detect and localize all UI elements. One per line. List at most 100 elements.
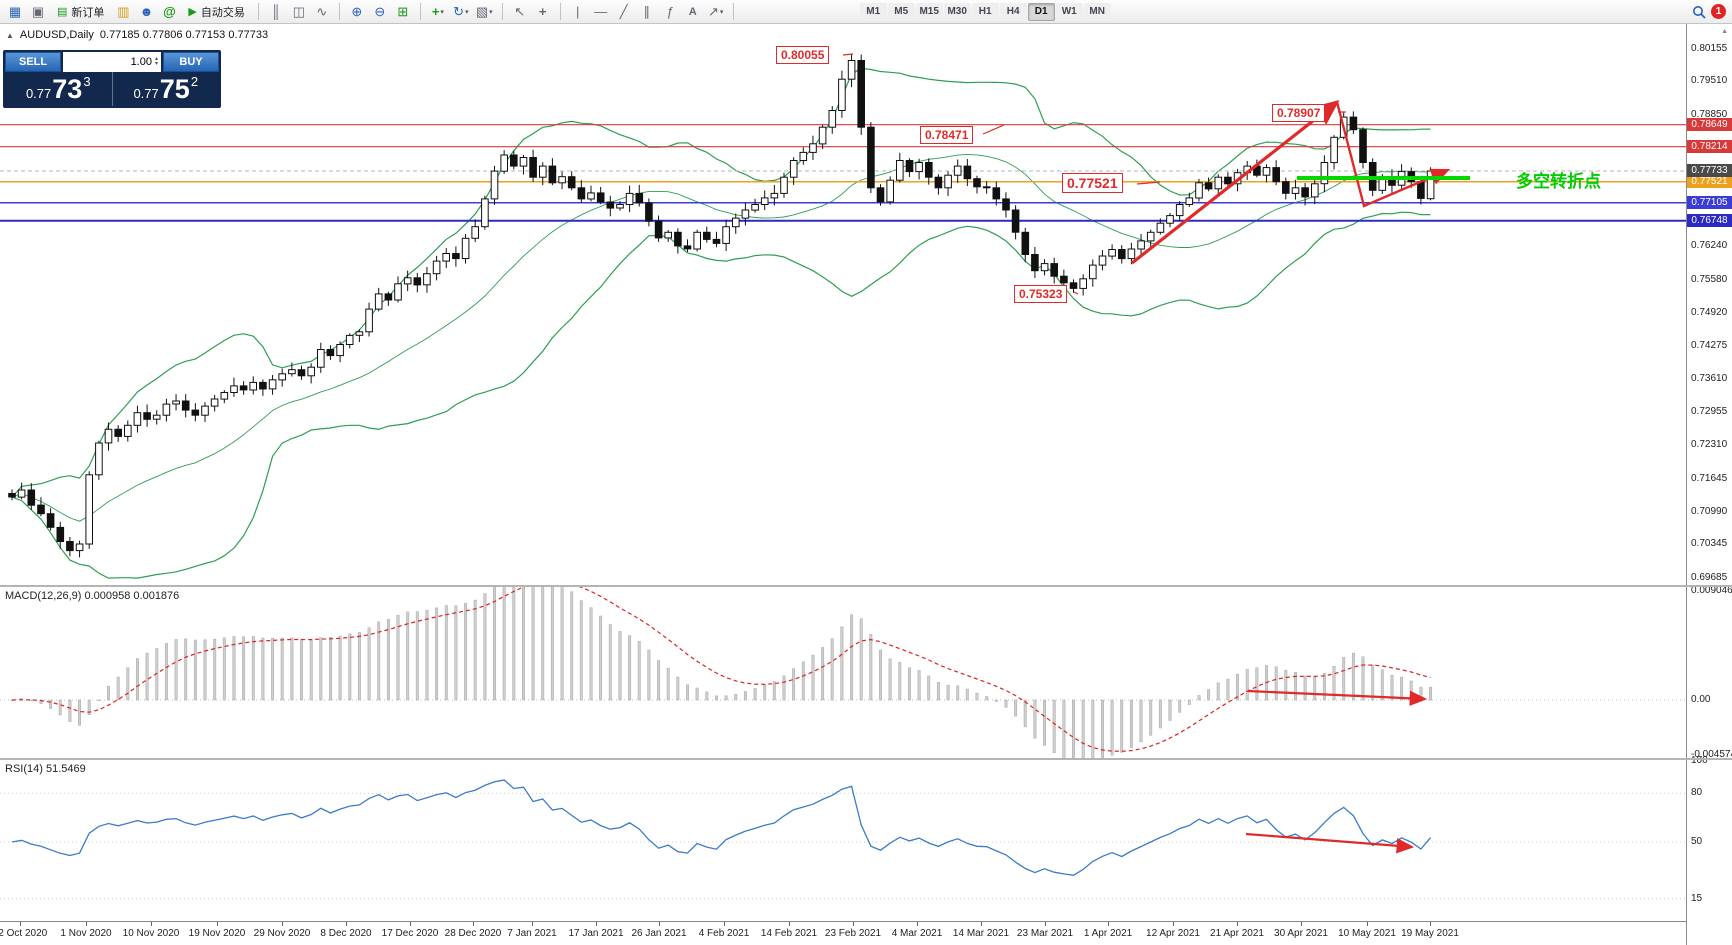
macd-histogram-bar <box>348 633 352 701</box>
pane-splitter[interactable] <box>0 585 1732 587</box>
fibonacci-tool-button[interactable]: ƒ <box>659 2 681 22</box>
macd-histogram-bar <box>29 699 33 701</box>
date-tick <box>981 922 982 926</box>
macd-histogram-bar <box>512 587 516 701</box>
bar-chart-button[interactable]: ║ <box>265 2 287 22</box>
candle <box>1166 215 1174 224</box>
timeframe-h1[interactable]: H1 <box>971 2 999 21</box>
candle <box>596 192 605 203</box>
date-label: 23 Mar 2021 <box>1016 928 1074 939</box>
candlestick-chart-button[interactable]: ◫ <box>288 2 310 22</box>
channel-tool-button[interactable]: ∥ <box>636 2 658 22</box>
candle <box>1089 264 1097 280</box>
date-tick <box>659 922 660 926</box>
buy-price-display[interactable]: 0.77 75 2 <box>111 72 220 106</box>
timeframe-h4[interactable]: H4 <box>999 2 1027 21</box>
text-tool-button[interactable]: A <box>682 2 704 22</box>
add-indicator-button[interactable]: + ▾ <box>427 2 449 22</box>
date-label: 14 Feb 2021 <box>760 928 818 939</box>
templates-button[interactable]: ↻ ▾ <box>450 2 472 22</box>
date-label: 10 May 2021 <box>1338 928 1396 939</box>
macd-trend-arrow[interactable] <box>1247 689 1428 706</box>
sell-price-display[interactable]: 0.77 73 3 <box>5 72 112 106</box>
tile-windows-button[interactable]: ⊞ <box>392 2 414 22</box>
macd-histogram-bar <box>985 696 989 701</box>
trend-arrow[interactable] <box>1335 101 1451 208</box>
macd-histogram-bar <box>164 643 168 701</box>
community-button[interactable]: @ <box>158 2 180 22</box>
date-label: 19 May 2021 <box>1401 928 1459 939</box>
timeframe-m1[interactable]: M1 <box>859 2 887 21</box>
macd-label: MACD(12,26,9) 0.000958 0.001876 <box>5 590 180 602</box>
scale-scroll-icon[interactable]: ▲ <box>1721 28 1728 35</box>
arrow-tool-button[interactable]: ↗ ▾ <box>705 2 727 22</box>
date-label: 1 Apr 2021 <box>1083 928 1133 939</box>
candle <box>268 379 277 390</box>
macd-histogram-bar <box>309 639 313 701</box>
macd-histogram-bar <box>522 587 525 701</box>
timeframe-m15[interactable]: M15 <box>915 2 943 21</box>
candle <box>1417 181 1425 199</box>
date-label: 12 Apr 2021 <box>1146 928 1200 939</box>
candle <box>1426 170 1435 200</box>
timeframe-m5[interactable]: M5 <box>887 2 915 21</box>
history-icon: ▥ <box>117 3 130 19</box>
date-label: 4 Feb 2021 <box>698 928 750 939</box>
candle <box>587 192 595 200</box>
profiles-button[interactable]: ▧ ▾ <box>473 2 496 22</box>
crosshair-tool-button[interactable]: + <box>532 2 554 22</box>
macd-histogram-bar <box>946 684 950 701</box>
zoom-out-button[interactable]: ⊖ <box>369 2 391 22</box>
macd-histogram-bar <box>415 611 419 701</box>
price-level-tag: 0.77521 <box>1687 174 1732 188</box>
candle <box>442 253 450 262</box>
date-axis[interactable]: 22 Oct 2020 1 Nov 2020 10 Nov 2020 19 Nov 2… <box>0 921 1732 945</box>
new-chart-button[interactable]: ▦ <box>4 2 26 22</box>
buy-price-big: 75 <box>159 74 190 104</box>
line-chart-button[interactable]: ∿ <box>311 2 333 22</box>
candle <box>1311 183 1319 198</box>
buy-button[interactable]: BUY <box>163 52 219 72</box>
timeframe-d1[interactable]: D1 <box>1027 2 1055 21</box>
macd-histogram-bar <box>811 655 815 701</box>
search-icon[interactable] <box>1692 5 1706 19</box>
price-scale[interactable]: ▲ 0.80155 0.79510 0.78850 0.76240 0.75580 0.7… <box>1686 24 1732 945</box>
cursor-tool-button[interactable]: ↖ <box>509 2 531 22</box>
accounts-button[interactable]: ☻ <box>135 2 157 22</box>
macd-histogram-bar <box>290 637 294 701</box>
trend-arrow[interactable] <box>1131 100 1340 265</box>
pane-splitter[interactable] <box>0 758 1732 760</box>
timeframe-w1[interactable]: W1 <box>1055 2 1083 21</box>
candle <box>886 179 895 203</box>
sell-button[interactable]: SELL <box>5 52 61 72</box>
volume-spinner[interactable]: ▴ ▾ <box>155 56 158 67</box>
trendline-tool-button[interactable]: ╱ <box>613 2 635 22</box>
zoom-in-button[interactable]: ⊕ <box>346 2 368 22</box>
cursor-icon: ↖ <box>514 3 526 19</box>
volume-input[interactable]: 1.00 ▴ ▾ <box>63 52 161 72</box>
candle <box>288 369 296 375</box>
notification-badge[interactable]: 1 <box>1711 4 1726 19</box>
history-center-button[interactable]: ▥ <box>112 2 134 22</box>
timeframe-mn[interactable]: MN <box>1083 2 1111 21</box>
date-tick <box>1430 922 1431 926</box>
candle <box>818 126 827 145</box>
macd-histogram-bar <box>502 587 506 701</box>
horizontal-line-tool-button[interactable]: — <box>590 2 612 22</box>
macd-histogram-bar <box>1313 676 1317 701</box>
rsi-trend-arrow[interactable] <box>1245 832 1415 854</box>
macd-histogram-bar <box>1361 656 1365 701</box>
autotrading-button[interactable]: ▶ 自动交易 <box>181 2 251 22</box>
date-label: 4 Mar 2021 <box>891 928 943 939</box>
new-order-label: 新订单 <box>71 6 105 19</box>
chart-window-button[interactable]: ▣ <box>27 2 49 22</box>
timeframe-m30[interactable]: M30 <box>943 2 971 21</box>
candle <box>780 176 788 194</box>
candle <box>1320 162 1329 185</box>
macd-histogram-bar <box>338 635 342 701</box>
date-tick <box>217 922 218 926</box>
candle <box>307 366 315 377</box>
new-order-button[interactable]: ▤ 新订单 <box>50 2 111 22</box>
vertical-line-tool-button[interactable]: | <box>567 2 589 22</box>
price-pane: 0.80055 0.78471 0.78907 0.77521 0.75323 多空转折点… <box>0 24 1686 585</box>
